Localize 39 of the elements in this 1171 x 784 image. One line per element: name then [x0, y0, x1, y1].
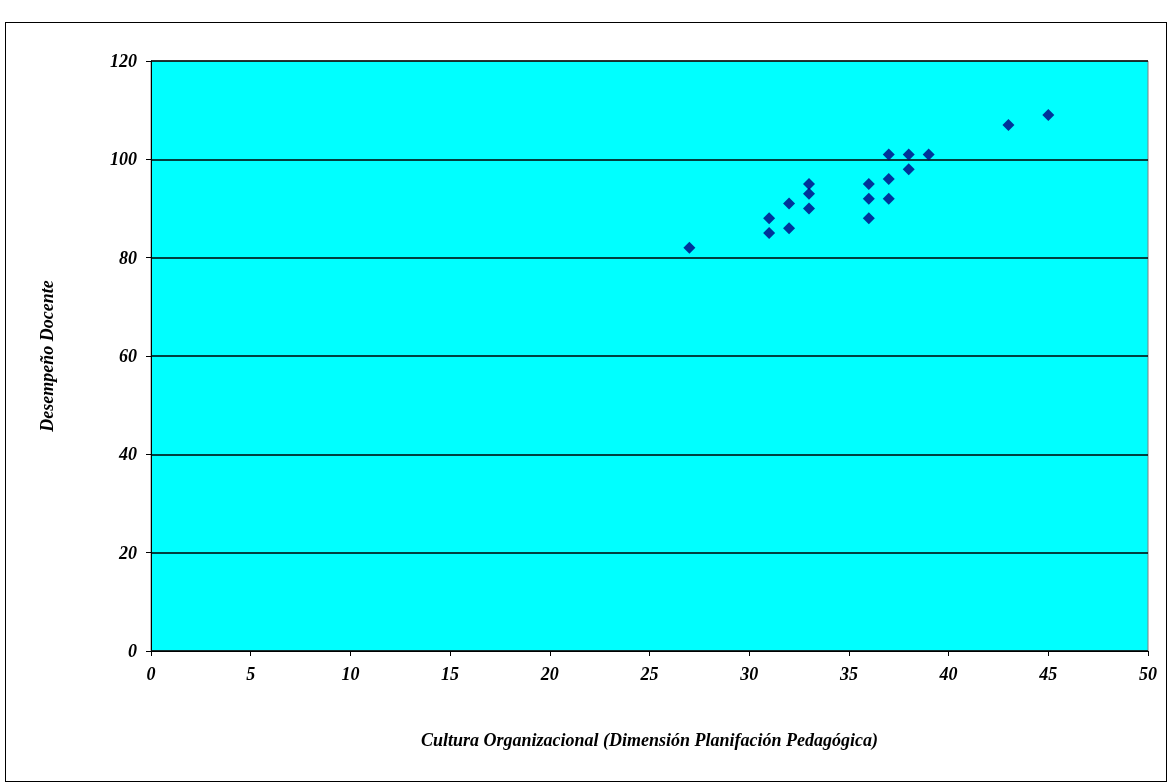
point [763, 227, 776, 240]
x-axis-title: Cultura Organizacional (Dimensión Planifación Pedagógica) [420, 730, 879, 751]
point [922, 148, 935, 161]
y-tick-label: 0 [128, 641, 137, 661]
y-tick-label: 20 [118, 542, 137, 563]
x-tick-label: 10 [341, 664, 360, 684]
point [803, 202, 816, 215]
y-tick-label: 80 [119, 247, 137, 268]
x-tick-label: 15 [441, 664, 460, 684]
point [882, 192, 895, 205]
point [783, 197, 796, 210]
point [902, 163, 915, 176]
point [683, 241, 696, 254]
point [1002, 118, 1015, 131]
point [783, 222, 796, 235]
x-tick-label: 45 [1038, 664, 1058, 684]
point [763, 212, 776, 225]
x-tick-label: 30 [739, 664, 759, 684]
x-tick-label: 5 [246, 664, 256, 684]
point [882, 173, 895, 185]
x-tick-label: 0 [146, 664, 156, 684]
point [862, 212, 875, 225]
point [803, 177, 816, 190]
point [1042, 109, 1055, 122]
x-tick-label: 35 [838, 664, 858, 684]
point [862, 192, 875, 205]
point [902, 148, 915, 161]
point [803, 187, 816, 200]
point [882, 148, 895, 161]
x-tick-label: 40 [938, 664, 958, 684]
x-tick-label: 25 [639, 664, 659, 684]
x-tick-label: 50 [1139, 664, 1157, 684]
y-tick-label: 60 [119, 346, 137, 366]
y-tick-label: 120 [110, 51, 137, 71]
y-tick-label: 100 [110, 149, 137, 170]
point [862, 177, 875, 190]
y-tick-label: 40 [118, 444, 137, 465]
x-tick-label: 20 [539, 664, 559, 684]
y-axis-title: Desempeño Docente [37, 280, 57, 433]
